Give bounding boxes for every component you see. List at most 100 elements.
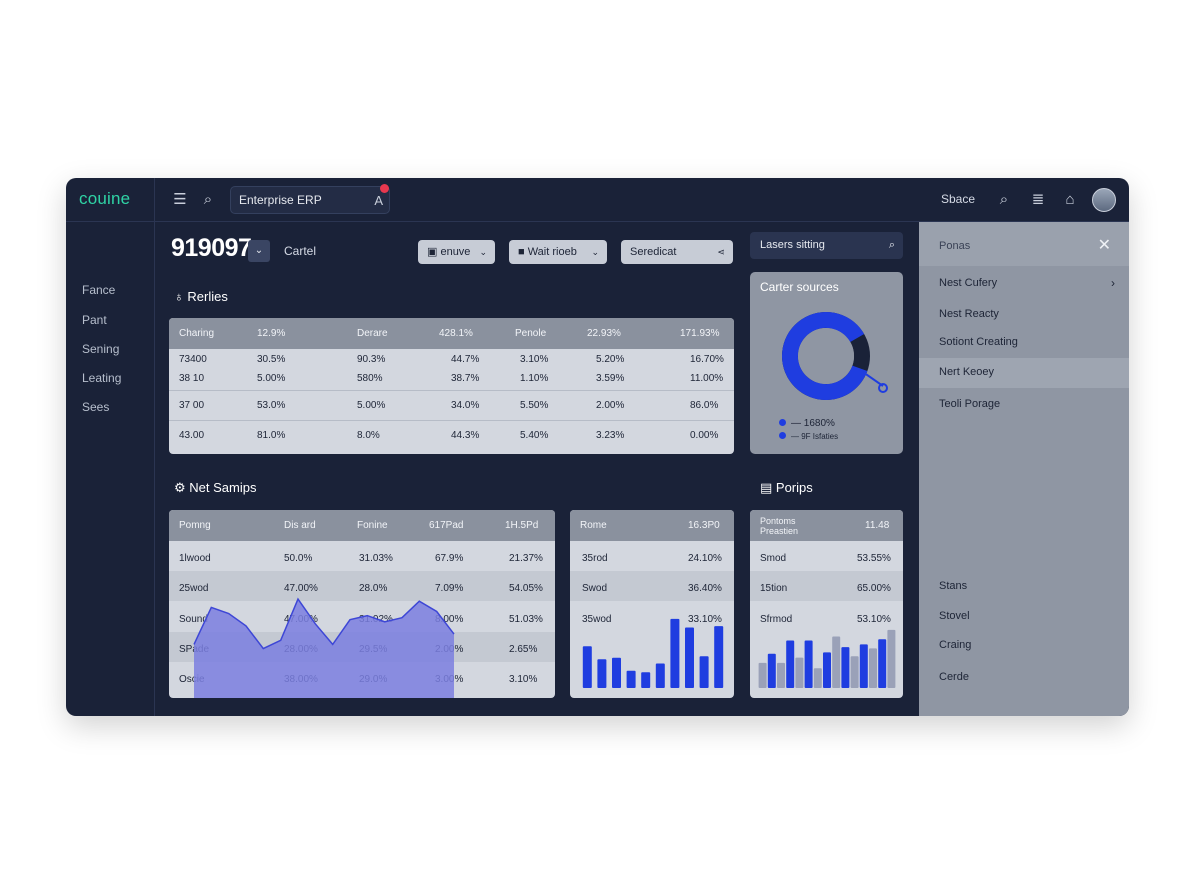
chart-bar [859, 644, 868, 688]
gear-icon: ⚙ [174, 480, 190, 495]
table-cell: 53.0% [257, 400, 286, 411]
table-cell: 5.00% [257, 373, 286, 384]
hamburger-menu-icon[interactable]: ☰ [173, 191, 187, 208]
bottom-table-header: Pomng Dis ard Fonine 617Pad 1H.5Pd [169, 510, 555, 541]
donut-legend-item: — 9F Isfaties [779, 432, 838, 441]
close-icon[interactable]: ✕ [1097, 237, 1111, 254]
panel-search-input[interactable]: Lasers sitting ⌕ [750, 232, 903, 259]
search-icon[interactable]: ⌕ [888, 239, 895, 251]
table-cell: 50.0% [284, 553, 313, 564]
panel-item-cerde[interactable]: Cerde [939, 671, 969, 683]
sidebar-item-sening[interactable]: Sening [82, 342, 120, 356]
sidebar-item-pant[interactable]: Pant [82, 313, 107, 327]
chart-bar [626, 670, 636, 688]
table-cell: 44.3% [451, 430, 480, 441]
top-table: Charing 12.9% Derare 428.1% Penole 22.93… [169, 318, 734, 454]
column-header[interactable]: 171.93% [680, 328, 720, 339]
table-cell: 81.0% [257, 430, 286, 441]
chart-bar [597, 659, 607, 688]
column-header[interactable]: Penole [515, 328, 547, 339]
column-header[interactable]: 22.93% [587, 328, 621, 339]
table-cell: 11.00% [690, 373, 724, 384]
panel-item-stans[interactable]: Stans [939, 580, 968, 592]
table-cell: 90.3% [357, 354, 386, 365]
sidebar-divider [154, 178, 155, 716]
search-icon[interactable]: ⌕ [203, 191, 213, 208]
column-header[interactable]: 12.9% [257, 328, 286, 339]
chart-bar [670, 618, 680, 688]
table-cell: 1.10% [520, 373, 549, 384]
panel-item-nert-keoey[interactable]: Nert Keoey [939, 366, 995, 378]
panel-item-teoli-porage[interactable]: Teoli Porage [939, 398, 1001, 410]
column-header[interactable]: Rome [580, 520, 607, 531]
table-cell: Oscie [179, 674, 205, 685]
avatar[interactable] [1092, 188, 1116, 212]
column-header[interactable]: 617Pad [429, 520, 464, 531]
column-header[interactable]: Pontoms Preastien [760, 516, 799, 536]
filter-seredicat-button[interactable]: Seredicat ⋖ [621, 240, 733, 264]
table-cell: Swod [582, 583, 608, 594]
donut-legend-label: — 9F Isfaties [791, 432, 839, 441]
column-header[interactable]: 16.3P0 [688, 520, 720, 531]
chart-bar [777, 662, 785, 688]
table-cell: 24.10% [688, 553, 722, 564]
apps-icon[interactable]: ⌂ [1065, 191, 1075, 208]
square-icon: ■ [518, 246, 528, 258]
magnifier-icon[interactable]: ⌕ [999, 191, 1009, 208]
sidebar-item-leating[interactable]: Leating [82, 371, 122, 385]
column-header[interactable]: 11.48 [865, 520, 890, 531]
table-cell: 67.9% [435, 553, 464, 564]
table-cell: 35wod [582, 614, 612, 625]
column-header[interactable]: Derare [357, 328, 388, 339]
table-cell: 16.70% [690, 354, 724, 365]
column-header[interactable]: Charing [179, 328, 215, 339]
panel-item-stovel[interactable]: Stovel [939, 610, 970, 622]
column-header[interactable]: Pomng [179, 520, 211, 531]
chart-bar [832, 636, 841, 688]
chart-bar [612, 657, 621, 688]
chart-bar [767, 653, 776, 688]
chevron-down-icon[interactable]: ⌄ [248, 240, 270, 262]
porips-title-text: Porips [775, 480, 813, 495]
panel-item-craing[interactable]: Craing [939, 639, 972, 651]
global-search-input[interactable]: Enterprise ERP A [230, 184, 390, 214]
top-bar: couine ☰ ⌕ Enterprise ERP A Sbace ⌕ ≣ ⌂ [66, 178, 1129, 222]
column-header[interactable]: Dis ard [284, 520, 316, 531]
table-cell: 33.10% [688, 614, 722, 625]
panel-item-nest-reacty[interactable]: Nest Reacty [939, 308, 999, 320]
font-a-icon[interactable]: A [374, 193, 383, 208]
notification-badge [380, 184, 389, 193]
space-label[interactable]: Sbace [941, 192, 976, 206]
filter-wait-button[interactable]: ■ Wait rioeb ⌄ [509, 240, 607, 264]
top-table-title-text: Rerlies [187, 289, 228, 304]
sidebar-item-sees[interactable]: Sees [82, 400, 110, 414]
right-panel: Ponas ✕ Nest Cufery › Nest Reacty Sotion… [919, 222, 1129, 716]
chevron-right-icon[interactable]: › [1111, 276, 1115, 290]
app-logo: couine [79, 189, 131, 208]
porips-title: ▤ Porips [760, 480, 813, 496]
filter-enuve-button[interactable]: ▣ enuve ⌄ [418, 240, 495, 264]
sidebar-item-fance[interactable]: Fance [82, 283, 116, 297]
row-stripe [750, 571, 903, 601]
page-number: 919097 [171, 234, 252, 262]
table-cell: 38 10 [179, 373, 205, 384]
table-cell: 43.00 [179, 430, 205, 441]
donut-pointer-dot [878, 383, 888, 393]
app-window: couine ☰ ⌕ Enterprise ERP A Sbace ⌕ ≣ ⌂ … [66, 178, 1129, 716]
donut-pointer-line [859, 369, 884, 387]
mini-table-a-header: Rome 16.3P0 [570, 510, 734, 541]
chevron-down-icon: ⌄ [591, 247, 599, 257]
panel-item-sotiont-creating[interactable]: Sotiont Creating [939, 336, 1018, 348]
bottom-table-title-text: Net Samips [189, 480, 257, 495]
table-cell: 47.00% [284, 583, 318, 594]
right-panel-selected-row [919, 358, 1129, 388]
bar-chart-b [758, 629, 896, 688]
list-icon[interactable]: ≣ [1031, 191, 1045, 208]
cartel-label: Cartel [284, 244, 317, 258]
column-header[interactable]: Fonine [357, 520, 388, 531]
column-header[interactable]: 428.1% [439, 328, 473, 339]
panel-item-nest-cufery[interactable]: Nest Cufery [939, 277, 998, 289]
table-cell: 3.10% [520, 354, 549, 365]
calendar-icon: ▣ [427, 246, 441, 258]
column-header[interactable]: 1H.5Pd [505, 520, 539, 531]
